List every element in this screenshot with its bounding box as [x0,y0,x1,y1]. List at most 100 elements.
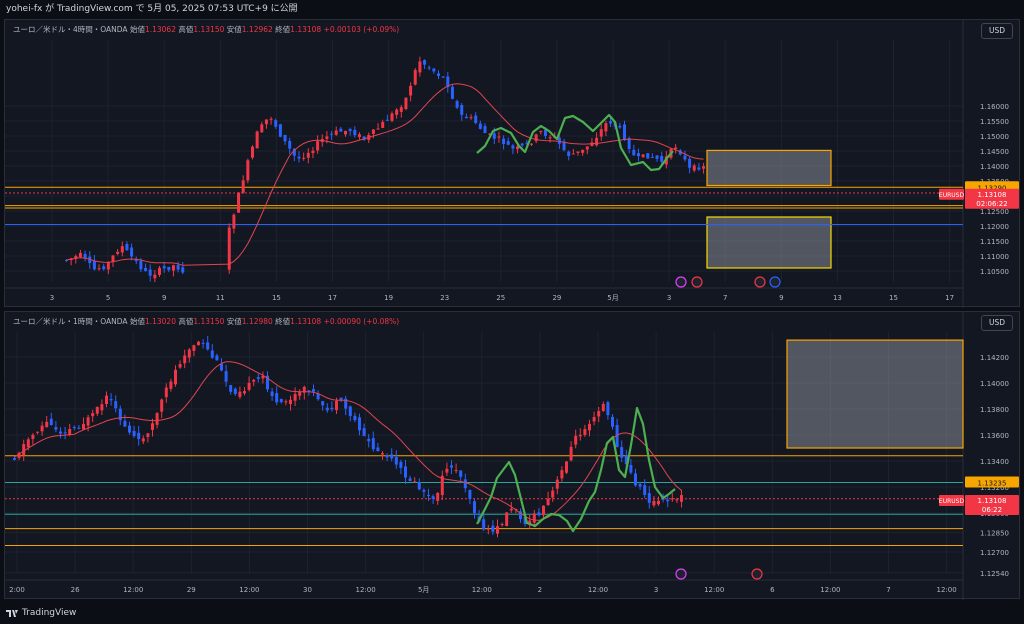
candle-body [330,407,334,410]
candle-body [54,427,58,430]
y-tick-label: 1.10500 [980,268,1009,276]
last-price-text: 1.13108 [978,191,1007,199]
candle-body [40,425,44,432]
chart-panel-1h[interactable]: 1.125401.127001.128501.130001.132001.134… [4,311,1021,600]
candle-body [302,386,306,393]
candle-body [432,68,436,72]
candle-body [353,129,357,136]
high-label: 高値 [178,25,194,34]
chart-panel-4h[interactable]: 1.10500 1.11000 1.11500 1.12000 1.12500 1.130… [4,19,1021,308]
candle-body [246,160,250,181]
currency-button[interactable]: USD [981,23,1013,39]
candle-body [17,452,21,458]
candle-body [348,406,352,417]
candle-body [413,69,417,85]
candle-body [325,136,329,139]
candle-body [116,251,120,254]
candle-body [567,151,571,157]
close-value: 1.13108 [290,317,322,326]
pattern-line [476,406,676,533]
candle-body [197,341,200,346]
high-value: 1.13150 [193,317,225,326]
candle-body [488,133,492,135]
x-tick-label: 9 [779,294,783,302]
candle-body [255,131,259,149]
candle-body [680,495,683,502]
x-tick-label: 15 [272,294,281,302]
y-tick-label: 1.13800 [980,406,1009,414]
candle-body [675,499,679,501]
candle-body [636,153,640,157]
candle-body [162,266,166,269]
candle-body [385,119,389,121]
candle-body [643,485,647,495]
candle-body [22,444,26,456]
candle-body [492,133,496,139]
level-price-text: 1.13290 [978,184,1007,192]
candle-body [302,157,306,159]
candle-body [578,434,582,437]
candle-body [646,153,650,159]
candle-body [417,481,421,490]
candle-body [634,473,637,486]
event-icon [675,276,687,288]
candle-body [160,399,164,412]
candle-body [532,513,536,523]
candle-body [92,260,96,270]
high-label: 高値 [178,317,194,326]
candle-body [45,421,49,428]
candle-body [68,429,72,435]
candle-body [293,394,297,401]
candle-body [251,146,254,158]
candle-body [155,413,159,425]
open-value: 1.13062 [144,25,176,34]
candle-body [362,136,366,140]
candle-body [474,115,478,123]
candle-body [141,438,145,442]
candle-body [652,500,656,506]
candle-body [95,406,99,414]
candle-body [232,214,236,229]
x-tick-label: 17 [945,294,954,302]
candle-body [692,165,696,171]
flag-icon [751,568,763,580]
candle-body [408,478,412,482]
candle-body [604,123,608,132]
chart-canvas-1h[interactable]: 1.125401.127001.128501.130001.132001.134… [5,312,1021,600]
candle-body [128,425,131,433]
candle-body [164,387,168,398]
y-tick-label: 1.11000 [980,253,1009,261]
candle-body [464,116,468,119]
candle-body [422,489,426,492]
candle-body [134,259,138,262]
x-tick-label: 7 [886,586,890,594]
currency-button[interactable]: USD [981,315,1013,331]
chart-canvas-4h[interactable]: 1.10500 1.11000 1.11500 1.12000 1.12500 1.130… [5,20,1021,308]
close-label: 終値 [275,25,291,34]
x-tick-label: 29 [552,294,561,302]
candle-body [153,274,157,279]
candle-body [284,401,288,403]
y-tick-label: 1.12500 [980,208,1009,216]
candle-body [357,134,361,138]
countdown-text: 02:06:22 [976,200,1007,208]
candle-body [307,390,311,392]
candle-body [519,511,522,520]
zone-rect [706,149,832,187]
candle-body [399,107,403,112]
candle-body [455,101,459,108]
candle-body [132,431,136,437]
symbol-tag-text: EURUSD [939,192,965,199]
candle-body [460,104,464,115]
y-tick-label: 1.11500 [980,238,1009,246]
y-tick-label: 1.16000 [980,103,1009,111]
candle-body [595,137,599,146]
candle-body [130,247,134,257]
candle-body [376,447,380,452]
candle-body [252,379,256,382]
candle-body [139,260,143,270]
symbol-tag [939,494,964,506]
candle-body [114,401,118,409]
candle-body [601,404,605,411]
candle-body [371,129,375,134]
